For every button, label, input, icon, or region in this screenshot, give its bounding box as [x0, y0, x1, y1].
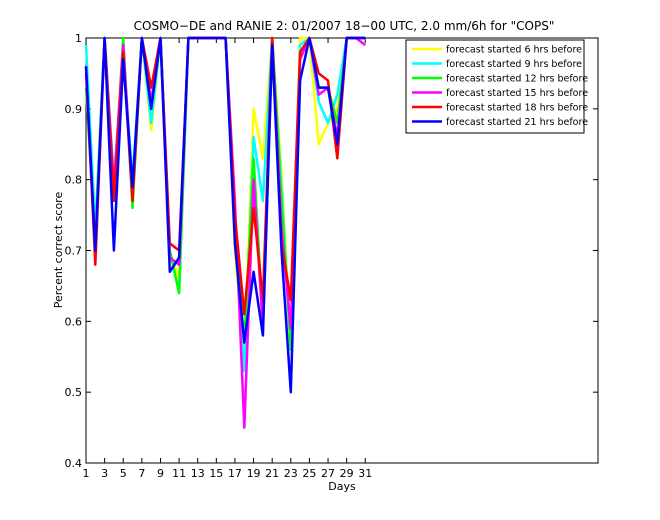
axes: 1 3 5 7 9 11 13 15 17 19 21 23 25 27 29 310.40.50.60.70…: [65, 32, 599, 480]
x-tick-label: 3: [101, 467, 108, 480]
y-tick-label: 0.8: [65, 174, 83, 187]
x-tick-label: 1: [83, 467, 90, 480]
x-tick-label: 11: [172, 467, 186, 480]
x-tick-label: 23: [284, 467, 298, 480]
legend-entry-label: forecast started 18 hrs before: [446, 103, 588, 114]
x-tick-label: 5: [120, 467, 127, 480]
series-line-6: [84, 36, 366, 394]
legend-entry-label: forecast started 15 hrs before: [446, 88, 588, 99]
chart-title: COSMO−DE and RANIE 2: 01/2007 18−00 UTC,…: [134, 19, 555, 33]
x-tick-label: 17: [228, 467, 242, 480]
x-tick-label: 21: [265, 467, 279, 480]
y-axis-label: Percent correct score: [52, 192, 65, 309]
legend-entry-label: forecast started 9 hrs before: [446, 59, 582, 70]
legend-entry-label: forecast started 21 hrs before: [446, 117, 588, 128]
series-lines: [84, 36, 367, 429]
legend-entry-label: forecast started 12 hrs before: [446, 74, 588, 85]
legend-box: [405, 39, 585, 134]
x-tick-label: 31: [358, 467, 372, 480]
legend-entry-label: forecast started 6 hrs before: [446, 45, 582, 56]
y-tick-label: 1: [75, 32, 82, 45]
series-line-3: [84, 36, 366, 351]
x-tick-label: 15: [209, 467, 223, 480]
x-tick-label: 27: [321, 467, 335, 480]
x-tick-label: 25: [302, 467, 316, 480]
x-tick-label: 29: [340, 467, 354, 480]
y-tick-label: 0.4: [65, 457, 83, 470]
legend: forecast started 6 hrs before forecast st…: [405, 39, 588, 134]
x-tick-label: 7: [138, 467, 145, 480]
x-tick-label: 9: [157, 467, 164, 480]
series-line-5: [84, 36, 366, 316]
y-tick-label: 0.5: [65, 386, 83, 399]
y-tick-label: 0.9: [65, 103, 83, 116]
y-tick-label: 0.7: [65, 245, 83, 258]
x-tick-label: 13: [191, 467, 205, 480]
y-tick-label: 0.6: [65, 315, 83, 328]
x-tick-label: 19: [247, 467, 261, 480]
x-axis-label: Days: [328, 480, 356, 493]
series-line-4: [84, 36, 367, 429]
